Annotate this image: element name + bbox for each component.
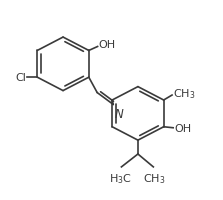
- Text: N: N: [114, 108, 123, 121]
- Text: Cl: Cl: [15, 73, 26, 83]
- Text: CH$_3$: CH$_3$: [143, 171, 166, 185]
- Text: CH$_3$: CH$_3$: [173, 87, 195, 101]
- Text: OH: OH: [174, 123, 191, 133]
- Text: OH: OH: [99, 40, 116, 50]
- Text: H$_3$C: H$_3$C: [109, 171, 132, 185]
